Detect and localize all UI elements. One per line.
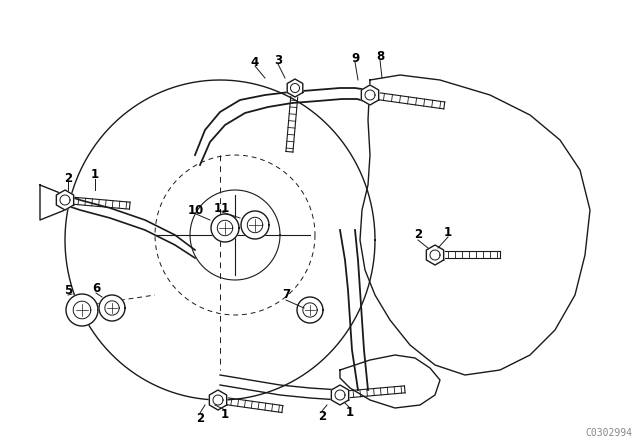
Polygon shape: [340, 355, 440, 408]
Polygon shape: [360, 75, 590, 375]
Polygon shape: [287, 79, 303, 97]
Polygon shape: [211, 214, 239, 242]
Text: 1: 1: [91, 168, 99, 181]
Text: 2: 2: [196, 412, 204, 425]
Text: 4: 4: [251, 56, 259, 69]
Polygon shape: [426, 245, 444, 265]
Polygon shape: [332, 385, 349, 405]
Text: 1: 1: [221, 409, 229, 422]
Text: C0302994: C0302994: [585, 428, 632, 438]
Text: 2: 2: [64, 172, 72, 185]
Text: 6: 6: [92, 281, 100, 294]
Text: 2: 2: [414, 228, 422, 241]
Polygon shape: [56, 190, 74, 210]
Text: 7: 7: [282, 288, 290, 301]
Text: 10: 10: [188, 203, 204, 216]
Text: 1: 1: [444, 225, 452, 238]
Polygon shape: [40, 185, 65, 220]
Text: 9: 9: [351, 52, 359, 65]
Polygon shape: [241, 211, 269, 239]
Text: 3: 3: [274, 53, 282, 66]
Text: 5: 5: [64, 284, 72, 297]
Polygon shape: [66, 294, 98, 326]
Polygon shape: [362, 85, 379, 105]
Text: 11: 11: [214, 202, 230, 215]
Text: 1: 1: [346, 406, 354, 419]
Polygon shape: [209, 390, 227, 410]
Polygon shape: [99, 295, 125, 321]
Polygon shape: [297, 297, 323, 323]
Text: 8: 8: [376, 49, 384, 63]
Text: 2: 2: [318, 409, 326, 422]
Polygon shape: [65, 80, 375, 400]
